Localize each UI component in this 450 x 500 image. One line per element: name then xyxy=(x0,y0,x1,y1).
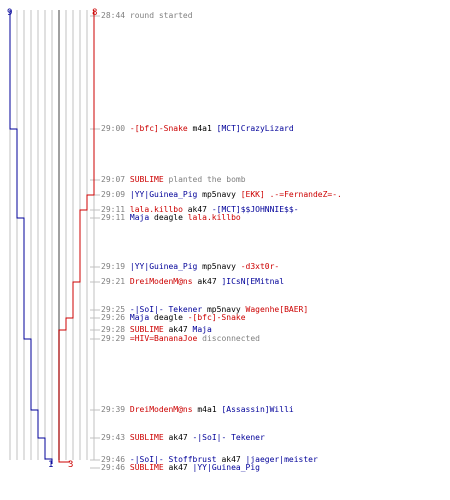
event-text: ak47 xyxy=(216,455,246,464)
event-time: 29:25 xyxy=(101,305,126,314)
event-time: 29:43 xyxy=(101,433,126,442)
event-row: 29:43 SUBLIME ak47 -|SoI|- Tekener xyxy=(101,434,265,442)
event-text: deagle xyxy=(149,213,188,222)
event-row: 29:29 =HIV=BananaJoe disconnected xyxy=(101,335,260,343)
event-row: 29:46 -|SoI|- Stoffbrust ak47 |jaeger|me… xyxy=(101,456,318,464)
event-row: 28:44 round started xyxy=(101,12,193,20)
event-time: 29:11 xyxy=(101,213,126,222)
event-text: -|SoI|- Tekener xyxy=(192,433,265,442)
event-time: 29:21 xyxy=(101,277,126,286)
event-row: 29:11 lala.killbo ak47 -[MCT]$$JOHNNIE$$… xyxy=(101,206,299,214)
event-row: 29:46 SUBLIME ak47 |YY|Guinea_Pig xyxy=(101,464,260,472)
event-row: 29:00 -[bfc]-Snake m4a1 [MCT]CrazyLizard xyxy=(101,125,294,133)
event-text: -d3xt0r- xyxy=(240,262,280,271)
event-time: 29:46 xyxy=(101,463,126,472)
event-time: 28:44 xyxy=(101,11,126,20)
event-text: DreiModenM@ns xyxy=(129,277,193,286)
event-text: m4a1 xyxy=(192,405,222,414)
event-text: |YY|Guinea_Pig xyxy=(129,190,198,199)
event-text: SUBLIME xyxy=(129,433,164,442)
event-time: 29:46 xyxy=(101,455,126,464)
event-text: SUBLIME xyxy=(129,325,164,334)
event-text: Maja xyxy=(129,213,150,222)
event-time: 29:00 xyxy=(101,124,126,133)
event-text: ak47 xyxy=(163,325,193,334)
event-row: 29:25 -|SoI|- Tekener mp5navy Wagenhe[BA… xyxy=(101,306,308,314)
chart-gridlines xyxy=(9,10,100,469)
event-text: DreiModenM@ns xyxy=(129,405,193,414)
player-count-chart: 9 8 1 3 xyxy=(7,8,100,470)
event-text: Maja xyxy=(192,325,212,334)
event-text: ak47 xyxy=(163,433,193,442)
event-text: SUBLIME xyxy=(129,175,164,184)
event-time: 29:07 xyxy=(101,175,126,184)
event-time: 29:29 xyxy=(101,334,126,343)
event-row: 29:28 SUBLIME ak47 Maja xyxy=(101,326,212,334)
blue-team-line xyxy=(9,10,53,464)
event-text: lala.killbo xyxy=(129,205,183,214)
event-text: Maja xyxy=(129,313,150,322)
event-text: |YY|Guinea_Pig xyxy=(129,262,198,271)
event-text: deagle xyxy=(149,313,188,322)
event-text: Wagenhe[BAER] xyxy=(245,305,309,314)
red-end-count: 3 xyxy=(68,460,73,470)
event-text: ak47 xyxy=(192,277,222,286)
event-row: 29:21 DreiModenM@ns ak47 ]ICsN[EMitnal xyxy=(101,278,284,286)
event-text: ak47 xyxy=(163,463,193,472)
event-text: mp5navy xyxy=(197,262,241,271)
event-text: |jaeger|meister xyxy=(245,455,318,464)
event-row: 29:11 Maja deagle lala.killbo xyxy=(101,214,241,222)
event-text: =HIV=BananaJoe xyxy=(129,334,198,343)
event-time: 29:19 xyxy=(101,262,126,271)
event-text: -[bfc]-Snake xyxy=(187,313,246,322)
event-text: -|SoI|- Tekener xyxy=(129,305,203,314)
event-text: SUBLIME xyxy=(129,463,164,472)
event-time: 29:39 xyxy=(101,405,126,414)
event-text: lala.killbo xyxy=(187,213,241,222)
event-text: mp5navy xyxy=(197,190,241,199)
event-text: -[bfc]-Snake xyxy=(129,124,188,133)
event-row: 29:09 |YY|Guinea_Pig mp5navy [EKK] .-=Fe… xyxy=(101,191,342,199)
event-text: |YY|Guinea_Pig xyxy=(192,463,260,472)
event-row: 29:39 DreiModenM@ns m4a1 [Assassin]Willi xyxy=(101,406,294,414)
event-text: disconnected xyxy=(197,334,260,343)
blue-end-count: 1 xyxy=(48,460,53,470)
event-time: 29:26 xyxy=(101,313,126,322)
event-text: -[MCT]$$JOHNNIE$$- xyxy=(211,205,299,214)
event-row: 29:07 SUBLIME planted the bomb xyxy=(101,176,246,184)
event-row: 29:26 Maja deagle -[bfc]-Snake xyxy=(101,314,246,322)
event-text: m4a1 xyxy=(187,124,217,133)
event-text: [Assassin]Willi xyxy=(221,405,294,414)
event-text: round started xyxy=(129,11,193,20)
blue-start-count: 9 xyxy=(7,8,12,18)
event-text: ]ICsN[EMitnal xyxy=(221,277,285,286)
event-text: [EKK] .-=FernandeZ=-. xyxy=(240,190,342,199)
red-start-count: 8 xyxy=(92,8,97,18)
event-text: ak47 xyxy=(182,205,212,214)
event-text: mp5navy xyxy=(202,305,246,314)
red-team-line xyxy=(58,10,95,463)
event-time: 29:28 xyxy=(101,325,126,334)
event-text: [MCT]CrazyLizard xyxy=(216,124,294,133)
event-text: -|SoI|- Stoffbrust xyxy=(129,455,217,464)
event-text: planted the bomb xyxy=(163,175,246,184)
event-time: 29:09 xyxy=(101,190,126,199)
event-row: 29:19 |YY|Guinea_Pig mp5navy -d3xt0r- xyxy=(101,263,279,271)
event-time: 29:11 xyxy=(101,205,126,214)
